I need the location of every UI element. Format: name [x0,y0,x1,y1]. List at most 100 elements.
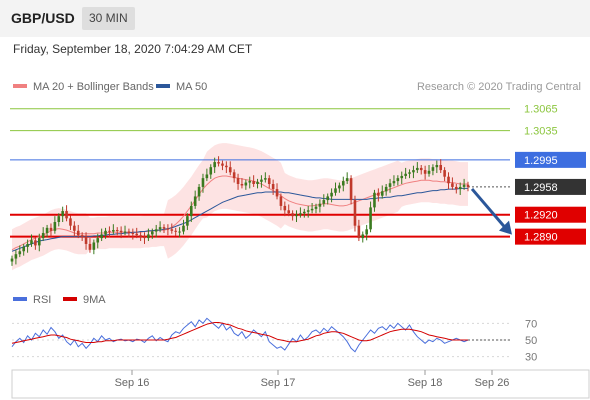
candle-body [112,230,115,232]
rsi-legend-swatch-0 [13,297,27,301]
candle-body [154,229,158,232]
candle-body [306,210,310,212]
candle-body [314,206,318,209]
candle-body [193,196,197,206]
candle-body [365,229,368,235]
candle-body [318,203,322,207]
candle-body [357,225,361,239]
timeframe-button[interactable]: 30 MIN [82,7,135,30]
candle-body [369,207,372,230]
level-label-1.2995: 1.2995 [524,155,558,167]
candle-body [244,182,248,186]
candle-body [143,236,146,239]
rsi-legend-swatch-1 [63,297,77,301]
level-label-1.3035: 1.3035 [524,126,558,138]
credit-text: Research © 2020 Trading Central [417,81,581,93]
candle-body [431,167,435,171]
level-badge-1.2890 [515,228,586,245]
candle-body [225,165,228,168]
candle-body [458,186,462,190]
candle-body [349,178,353,201]
candle-body [373,192,376,208]
x-tick-label-1: Sep 17 [261,377,296,389]
candle-body [104,230,107,235]
candle-body [236,178,240,184]
candle-body [330,192,333,197]
candle-body [416,167,419,171]
candle-body [92,242,96,250]
candle-body [303,211,306,214]
candle-body [57,216,61,223]
forecast-arrowhead [499,220,512,235]
candle-body [73,225,76,231]
forecast-arrow-line [470,187,508,230]
candle-body [260,179,263,182]
candle-body [279,196,283,206]
candle-body [427,170,431,174]
candle-body [388,183,392,187]
candle-body [80,235,84,237]
header-bar: GBP/USD 30 MIN [0,0,590,37]
candle-body [186,216,189,226]
candle-body [65,211,68,219]
candle-body [221,163,224,166]
candle-body [228,167,232,173]
candle-body [462,184,466,187]
candle-body [310,208,314,211]
x-tick-label-0: Sep 16 [115,377,150,389]
candle-body [162,227,166,229]
rsi-tick-70: 70 [525,318,537,330]
candle-body [197,186,201,197]
candle-body [271,184,275,190]
candle-body [213,162,216,168]
candle-body [115,230,119,232]
candle-body [295,214,298,217]
candle-body [100,234,103,239]
candle-body [345,178,349,182]
last-price-label: 1.2958 [524,182,558,194]
candle-body [26,243,29,247]
candle-body [151,231,154,235]
candle-body [84,236,88,244]
rsi-tick-30: 30 [525,352,537,364]
level-label-1.3065: 1.3065 [524,104,558,116]
candle-body [264,178,267,180]
rsi-line [11,317,469,353]
candle-body [291,213,294,217]
candle-body [147,234,150,239]
candle-body [287,210,291,214]
candle-body [361,234,365,239]
candle-body [396,178,400,182]
level-badge-1.2920 [515,206,586,223]
ma50-line [11,187,468,252]
candle-body [166,228,170,230]
candle-body [256,181,259,184]
candle-body [283,205,287,211]
candle-body [61,211,64,217]
candle-body [139,235,142,237]
candle-body [338,185,341,189]
candle-body [384,186,388,192]
legend-swatch-1 [156,84,170,88]
candle-body [209,167,213,175]
candle-body [123,231,127,233]
last-price-badge [515,178,586,195]
candle-body [135,233,139,236]
candle-body [408,172,411,174]
x-tick-label-2: Sep 18 [408,377,443,389]
candle-body [248,181,252,183]
candle-body [170,229,174,231]
candle-body [34,240,37,246]
candle-body [108,230,111,232]
candle-body [88,243,92,250]
candle-body [326,196,329,201]
candle-body [322,200,326,204]
rsi-legend-label-0: RSI [33,294,51,306]
candle-body [96,238,100,243]
legend-label-1: MA 50 [176,81,207,93]
candle-body [252,181,255,184]
candle-body [158,227,162,230]
candle-body [22,246,25,252]
